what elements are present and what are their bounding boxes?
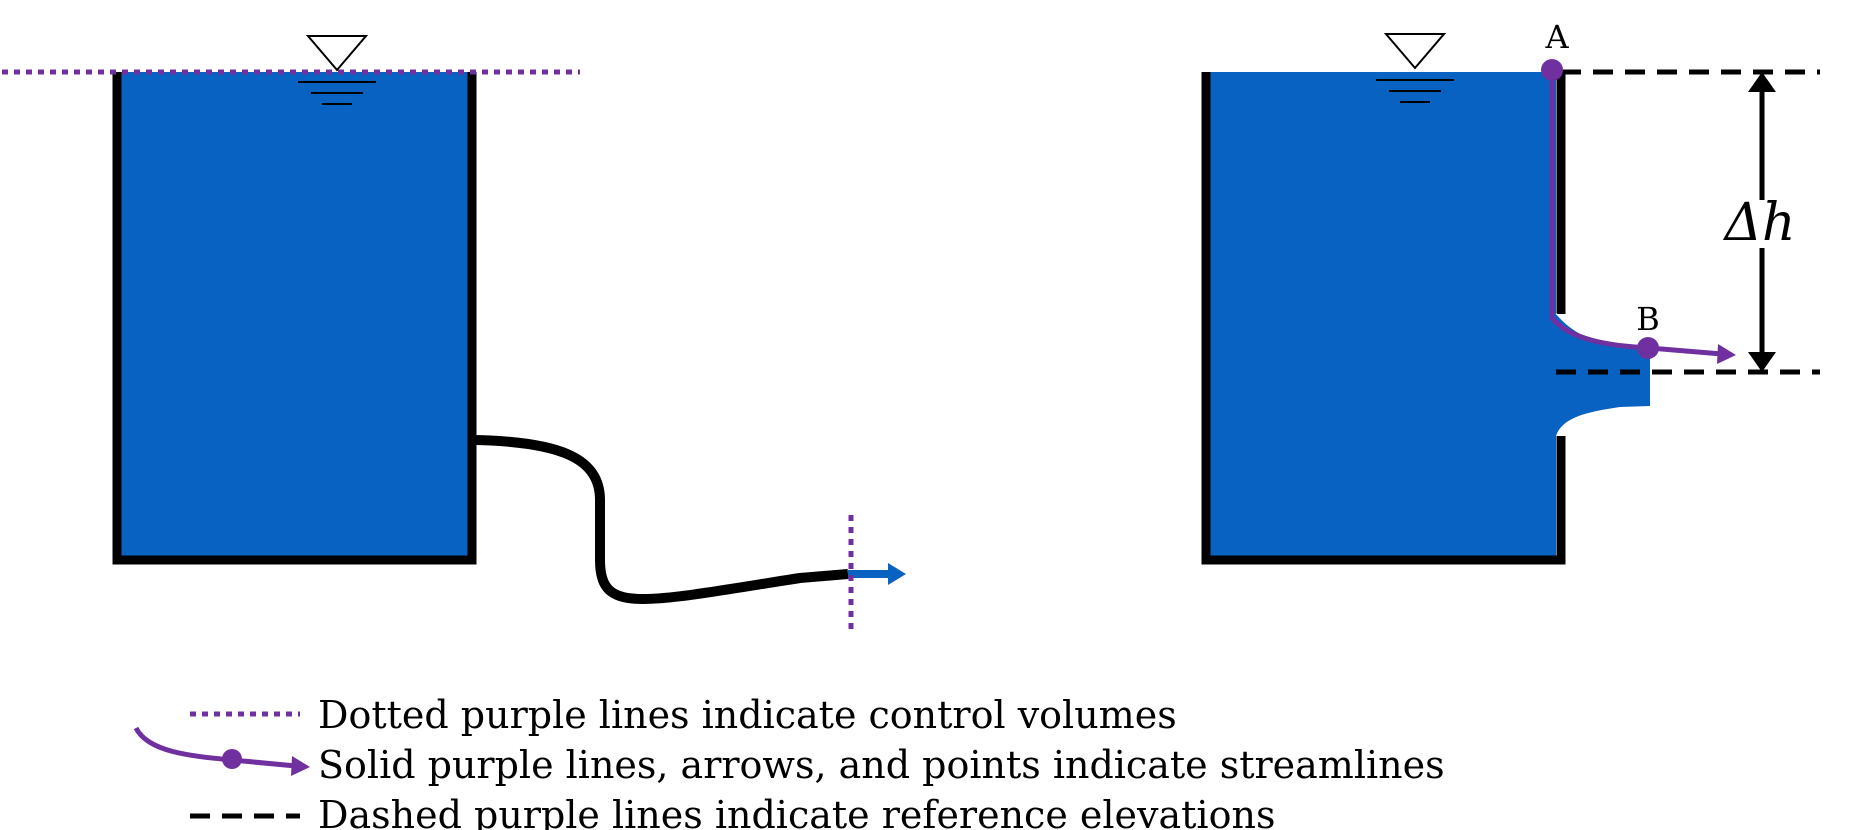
- right-tank-walls: [1201, 72, 1566, 565]
- streamline-arrowhead: [1717, 344, 1736, 364]
- free-surface-triangle-icon: [1376, 33, 1454, 103]
- legend-streamline-text: Solid purple lines, arrows, and points i…: [318, 743, 1445, 787]
- flow-arrow-icon: [848, 563, 906, 585]
- legend-streamline-swatch: [133, 726, 297, 769]
- left-hose: [475, 435, 849, 605]
- legend-streamline-arrowhead: [291, 756, 310, 776]
- dimension-arrow-icon: [1748, 72, 1776, 372]
- point-b-label: B: [1636, 300, 1660, 338]
- left-tank-walls: [112, 72, 477, 565]
- point-a-label: A: [1544, 18, 1569, 56]
- right-tank: A B Δh: [1201, 18, 1820, 565]
- right-tank-water: [1206, 72, 1650, 560]
- orifice-top-edge: [1555, 313, 1564, 317]
- legend-streamline-point: [222, 749, 242, 769]
- point-a: [1541, 59, 1563, 81]
- left-tank: [2, 35, 906, 630]
- point-b: [1637, 337, 1659, 359]
- free-surface-triangle-icon: [298, 35, 376, 105]
- left-tank-water: [117, 72, 472, 560]
- legend-reference-text: Dashed purple lines indicate reference e…: [318, 793, 1275, 830]
- delta-h-label: Δh: [1722, 193, 1795, 253]
- legend: Dotted purple lines indicate control vol…: [133, 693, 1445, 830]
- legend-control-volume-text: Dotted purple lines indicate control vol…: [318, 693, 1177, 737]
